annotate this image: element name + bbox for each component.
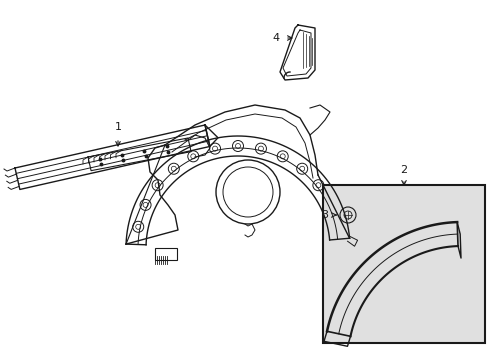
Text: 3: 3 — [321, 210, 328, 220]
Bar — [323, 185, 485, 343]
Bar — [155, 248, 177, 260]
Text: 4: 4 — [273, 33, 280, 43]
Text: 1: 1 — [115, 122, 122, 132]
Text: 2: 2 — [400, 165, 408, 175]
